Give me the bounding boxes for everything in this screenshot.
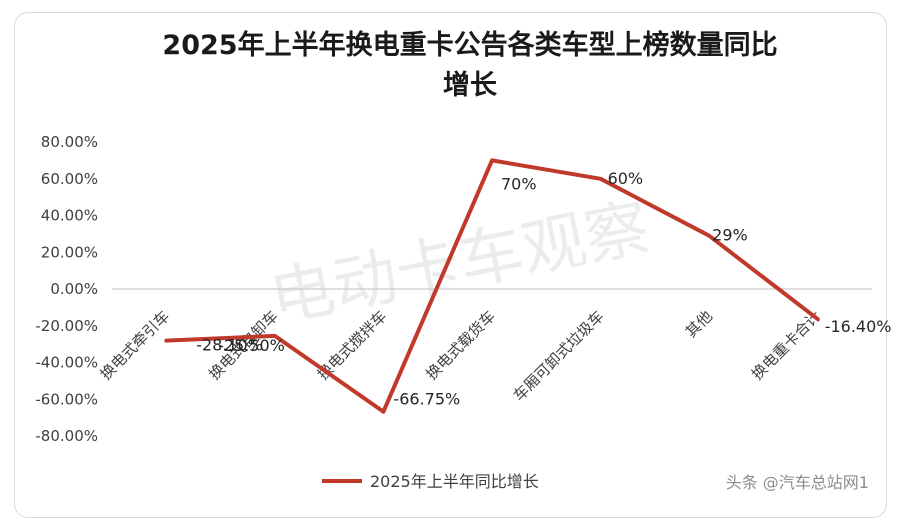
y-tick-label: 0.00%: [50, 280, 98, 298]
y-tick-label: 40.00%: [41, 207, 98, 225]
data-labels: -25.50% -66.75% 70% 60% 29% -16.40% -28.10%: [196, 169, 891, 409]
data-label: 29%: [712, 226, 748, 245]
series-line: [164, 158, 820, 414]
data-label: -28.10%: [196, 336, 263, 355]
source-credit: 头条 @汽车总站网1: [726, 473, 869, 492]
data-label: -25.50%: [218, 336, 285, 355]
x-axis-categories: 换电式牵引车 换电式自卸车 换电式搅拌车 换电式载货车 车厢可卸式垃圾车 其他 换电重卡合计: [97, 307, 825, 405]
x-category-label: 换电式牵引车: [97, 307, 173, 383]
y-tick-label: -60.00%: [35, 390, 98, 408]
x-category-label: 其他: [682, 307, 716, 341]
data-label: -16.40%: [825, 317, 892, 336]
y-tick-label: 20.00%: [41, 243, 98, 261]
chart-title-line-2: 增长: [443, 69, 498, 101]
data-label: 60%: [608, 169, 644, 188]
y-axis: 80.00% 60.00% 40.00% 20.00% 0.00% -20.00% -40.…: [35, 133, 98, 445]
legend-label: 2025年上半年同比增长: [370, 472, 539, 491]
y-tick-label: 80.00%: [41, 133, 98, 151]
x-category-label: 车厢可卸式垃圾车: [510, 307, 608, 405]
x-category-label: 换电式载货车: [422, 307, 498, 383]
y-tick-label: 60.00%: [41, 170, 98, 188]
legend: 2025年上半年同比增长: [322, 472, 539, 491]
chart-frame: [14, 12, 887, 518]
chart-title-line-1: 2025年上半年换电重卡公告各类车型上榜数量同比: [162, 29, 777, 61]
y-tick-label: -20.00%: [35, 317, 98, 335]
data-label: -66.75%: [393, 390, 460, 409]
data-label: 70%: [501, 174, 537, 193]
y-tick-label: -80.00%: [35, 427, 98, 445]
y-tick-label: -40.00%: [35, 354, 98, 372]
x-category-label: 换电重卡合计: [748, 307, 824, 383]
